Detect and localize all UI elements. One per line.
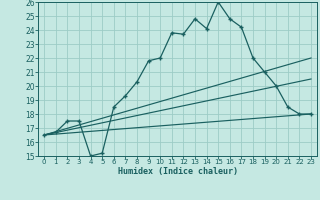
X-axis label: Humidex (Indice chaleur): Humidex (Indice chaleur) — [118, 167, 238, 176]
